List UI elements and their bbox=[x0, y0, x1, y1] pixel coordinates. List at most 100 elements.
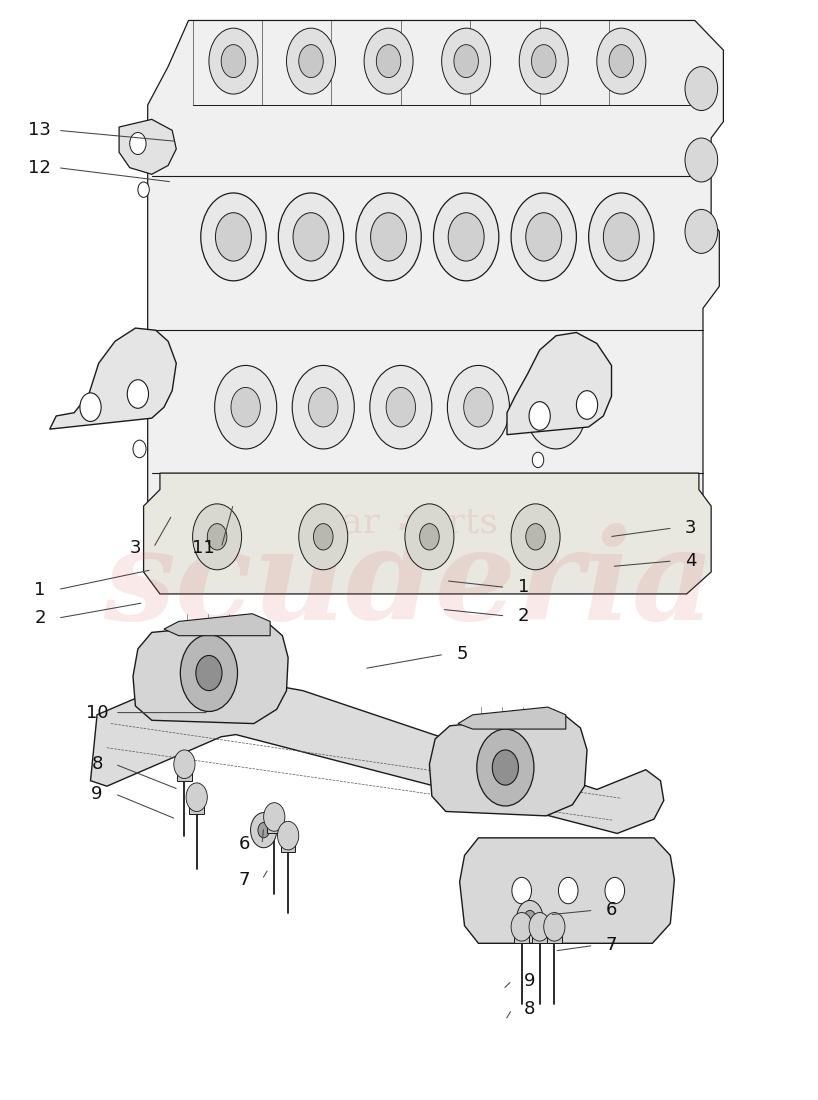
Circle shape bbox=[278, 192, 344, 280]
Circle shape bbox=[685, 67, 717, 111]
Circle shape bbox=[685, 209, 717, 253]
Circle shape bbox=[263, 803, 285, 832]
Circle shape bbox=[604, 212, 640, 261]
Circle shape bbox=[477, 729, 534, 806]
Circle shape bbox=[511, 913, 533, 942]
Circle shape bbox=[214, 365, 276, 449]
Circle shape bbox=[524, 911, 536, 926]
Circle shape bbox=[356, 192, 421, 280]
Bar bbox=[281, 836, 295, 852]
Bar bbox=[533, 927, 547, 944]
Circle shape bbox=[130, 132, 146, 154]
Circle shape bbox=[442, 29, 491, 95]
Circle shape bbox=[192, 504, 241, 570]
Bar bbox=[189, 798, 204, 814]
Circle shape bbox=[370, 365, 432, 449]
Polygon shape bbox=[50, 328, 176, 429]
Circle shape bbox=[215, 212, 251, 261]
Circle shape bbox=[519, 29, 569, 95]
Circle shape bbox=[526, 524, 546, 550]
Text: 4: 4 bbox=[685, 552, 696, 570]
Polygon shape bbox=[148, 21, 723, 561]
Circle shape bbox=[517, 901, 543, 936]
Circle shape bbox=[364, 29, 413, 95]
Polygon shape bbox=[144, 473, 711, 594]
Polygon shape bbox=[460, 838, 674, 944]
Circle shape bbox=[299, 45, 323, 78]
Circle shape bbox=[313, 524, 333, 550]
Circle shape bbox=[196, 656, 222, 691]
Circle shape bbox=[532, 45, 556, 78]
Circle shape bbox=[542, 387, 571, 427]
Circle shape bbox=[526, 212, 562, 261]
Circle shape bbox=[559, 878, 578, 904]
Circle shape bbox=[371, 212, 407, 261]
Text: 2: 2 bbox=[518, 607, 529, 625]
Polygon shape bbox=[164, 614, 270, 636]
Circle shape bbox=[605, 878, 625, 904]
Polygon shape bbox=[458, 707, 566, 729]
Circle shape bbox=[250, 813, 276, 848]
Circle shape bbox=[525, 365, 587, 449]
Circle shape bbox=[420, 524, 439, 550]
Circle shape bbox=[685, 138, 717, 182]
Circle shape bbox=[609, 45, 634, 78]
Circle shape bbox=[511, 192, 577, 280]
Circle shape bbox=[286, 29, 335, 95]
Circle shape bbox=[492, 750, 519, 785]
Circle shape bbox=[544, 913, 565, 942]
Circle shape bbox=[386, 387, 416, 427]
Circle shape bbox=[138, 182, 150, 197]
Circle shape bbox=[221, 45, 245, 78]
Polygon shape bbox=[133, 621, 288, 724]
Text: 7: 7 bbox=[606, 936, 618, 955]
Circle shape bbox=[464, 387, 493, 427]
Bar bbox=[267, 817, 281, 834]
Circle shape bbox=[180, 635, 237, 712]
Text: 2: 2 bbox=[34, 609, 46, 627]
Circle shape bbox=[533, 452, 544, 468]
Circle shape bbox=[434, 192, 499, 280]
Circle shape bbox=[173, 750, 195, 779]
Circle shape bbox=[128, 379, 149, 408]
Circle shape bbox=[258, 823, 269, 838]
Text: 7: 7 bbox=[238, 870, 249, 889]
Polygon shape bbox=[119, 119, 176, 174]
Polygon shape bbox=[91, 666, 663, 834]
Bar bbox=[547, 927, 562, 944]
Text: 1: 1 bbox=[518, 579, 529, 596]
Circle shape bbox=[376, 45, 401, 78]
Text: 9: 9 bbox=[524, 971, 536, 990]
Text: car  parts: car parts bbox=[321, 506, 497, 539]
Text: 5: 5 bbox=[456, 646, 468, 663]
Circle shape bbox=[512, 878, 532, 904]
Circle shape bbox=[511, 504, 560, 570]
Polygon shape bbox=[507, 332, 612, 434]
Circle shape bbox=[529, 913, 551, 942]
Circle shape bbox=[292, 365, 354, 449]
Text: 9: 9 bbox=[92, 785, 103, 803]
Text: 10: 10 bbox=[86, 704, 108, 722]
Circle shape bbox=[80, 393, 101, 421]
Circle shape bbox=[447, 365, 510, 449]
Circle shape bbox=[231, 387, 260, 427]
Circle shape bbox=[293, 212, 329, 261]
Polygon shape bbox=[429, 715, 587, 816]
Circle shape bbox=[597, 29, 646, 95]
Text: 13: 13 bbox=[29, 121, 52, 140]
Text: 8: 8 bbox=[92, 756, 103, 773]
Text: 11: 11 bbox=[192, 539, 214, 557]
Circle shape bbox=[308, 387, 338, 427]
Circle shape bbox=[589, 192, 654, 280]
Text: 3: 3 bbox=[685, 519, 696, 537]
Circle shape bbox=[529, 402, 551, 430]
Circle shape bbox=[200, 192, 266, 280]
Circle shape bbox=[277, 822, 299, 850]
Bar bbox=[177, 764, 191, 781]
Circle shape bbox=[207, 524, 227, 550]
Text: 1: 1 bbox=[34, 581, 46, 598]
Text: 6: 6 bbox=[606, 901, 618, 920]
Bar bbox=[515, 927, 529, 944]
Circle shape bbox=[454, 45, 479, 78]
Text: 6: 6 bbox=[238, 835, 249, 854]
